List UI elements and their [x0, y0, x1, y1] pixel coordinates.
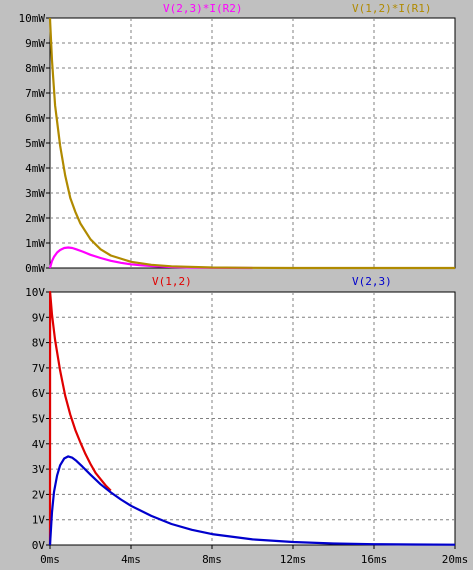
- x-tick-label: 16ms: [361, 553, 388, 566]
- series-line-v-1-2[interactable]: [48, 290, 112, 546]
- y-tick-label: 6mW: [25, 112, 45, 125]
- y-tick-label: 4V: [32, 438, 46, 451]
- y-tick-label: 7V: [32, 362, 46, 375]
- y-tick-label: 2V: [32, 488, 46, 501]
- y-tick-label: 7mW: [25, 87, 45, 100]
- x-tick-label: 20ms: [442, 553, 469, 566]
- y-tick-label: 5V: [32, 413, 46, 426]
- power-pane[interactable]: 0mW 1mW 2mW 3mW 4mW 5mW 6mW 7mW 8mW 9mW 10mW V(2,3)…: [19, 2, 456, 275]
- voltage-pane[interactable]: 0V 1V 2V 3V 4V 5V 6V 7V 8V 9V 10V 0ms 4ms 8ms 12ms 16ms…: [25, 275, 468, 566]
- legend-label[interactable]: V(2,3): [352, 275, 392, 288]
- y-tick-label: 1mW: [25, 237, 45, 250]
- y-tick-label: 10mW: [19, 12, 46, 25]
- y-tick-label: 4mW: [25, 162, 45, 175]
- legend-label[interactable]: V(1,2): [152, 275, 192, 288]
- y-tick-label: 3V: [32, 463, 46, 476]
- y-tick-label: 0V: [32, 539, 46, 552]
- legend-label[interactable]: V(1,2)*I(R1): [352, 2, 431, 15]
- x-tick-label: 0ms: [40, 553, 60, 566]
- y-tick-label: 10V: [25, 286, 45, 299]
- y-tick-label: 5mW: [25, 137, 45, 150]
- y-tick-label: 8mW: [25, 62, 45, 75]
- x-tick-label: 8ms: [202, 553, 222, 566]
- y-tick-label: 8V: [32, 337, 46, 350]
- series-line-v-1-2-i-r1[interactable]: [48, 17, 455, 270]
- y-tick-label: 1V: [32, 514, 46, 527]
- y-tick-label: 9V: [32, 311, 46, 324]
- x-tick-label: 12ms: [280, 553, 307, 566]
- y-tick-label: 2mW: [25, 212, 45, 225]
- y-tick-label: 9mW: [25, 37, 45, 50]
- series-line-v-2-3[interactable]: [48, 455, 456, 546]
- y-tick-label: 0mW: [25, 262, 45, 275]
- x-tick-label: 4ms: [121, 553, 141, 566]
- legend-label[interactable]: V(2,3)*I(R2): [163, 2, 242, 15]
- y-tick-label: 3mW: [25, 187, 45, 200]
- y-tick-label: 6V: [32, 387, 46, 400]
